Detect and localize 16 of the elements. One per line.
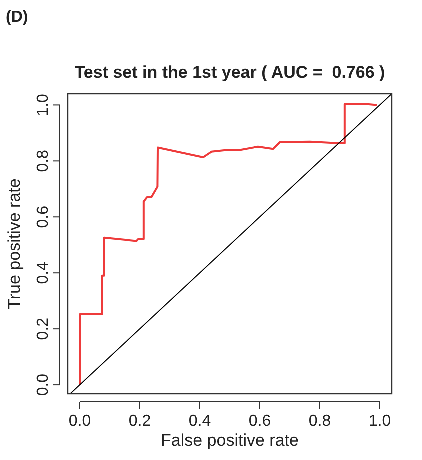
chart-title: Test set in the 1st year ( AUC = 0.766 ): [74, 63, 386, 82]
x-tick-label: 0.8: [308, 413, 332, 430]
x-tick-label: 0.2: [128, 413, 152, 430]
text: (D): [6, 9, 28, 26]
x-tick-label: 0.0: [68, 413, 92, 430]
x-axis-title: False positive rate: [161, 431, 299, 450]
x-tick-label: 0.6: [248, 413, 272, 430]
y-tick-label: 1.0: [35, 94, 52, 116]
y-tick-label: 0.0: [35, 374, 52, 396]
y-tick-label: 0.8: [35, 150, 52, 172]
y-tick-label: 0.2: [35, 318, 52, 340]
x-tick-label: 0.4: [188, 413, 212, 430]
y-tick-label: 0.6: [35, 206, 52, 228]
x-tick-label: 1.0: [368, 413, 392, 430]
y-tick-label: 0.4: [35, 262, 52, 284]
y-axis-title: True positive rate: [5, 178, 24, 310]
